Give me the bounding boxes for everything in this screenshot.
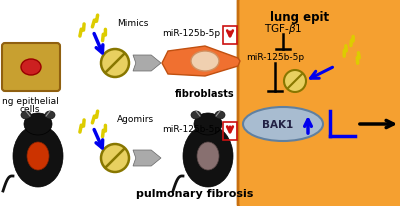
- Text: pulmonary fibrosis: pulmonary fibrosis: [136, 188, 254, 198]
- Circle shape: [101, 144, 129, 172]
- Circle shape: [101, 50, 129, 78]
- Text: BAK1: BAK1: [262, 119, 294, 129]
- Ellipse shape: [24, 114, 52, 135]
- FancyBboxPatch shape: [238, 0, 400, 206]
- Ellipse shape: [45, 111, 55, 119]
- Ellipse shape: [191, 111, 201, 119]
- Ellipse shape: [194, 114, 222, 135]
- Ellipse shape: [21, 60, 41, 76]
- Ellipse shape: [13, 125, 63, 187]
- FancyBboxPatch shape: [2, 44, 60, 91]
- Ellipse shape: [215, 111, 225, 119]
- Ellipse shape: [243, 108, 323, 141]
- Ellipse shape: [27, 142, 49, 170]
- Ellipse shape: [21, 111, 31, 119]
- Ellipse shape: [183, 125, 233, 187]
- Text: fibroblasts: fibroblasts: [175, 89, 235, 98]
- Ellipse shape: [197, 142, 219, 170]
- Text: cells: cells: [20, 104, 40, 114]
- Ellipse shape: [191, 52, 219, 72]
- Polygon shape: [162, 47, 240, 77]
- Text: lung epit: lung epit: [270, 11, 330, 24]
- Text: miR-125b-5p: miR-125b-5p: [162, 29, 220, 38]
- Text: miR-125b-5p: miR-125b-5p: [162, 124, 220, 133]
- Text: Agomirs: Agomirs: [117, 115, 154, 124]
- Text: ng epithelial: ng epithelial: [2, 97, 58, 105]
- Polygon shape: [133, 56, 161, 72]
- Polygon shape: [133, 150, 161, 166]
- Text: TGF-$\beta$1: TGF-$\beta$1: [264, 22, 302, 36]
- Circle shape: [284, 71, 306, 92]
- Text: miR-125b-5p: miR-125b-5p: [246, 52, 304, 61]
- Text: Mimics: Mimics: [117, 19, 148, 28]
